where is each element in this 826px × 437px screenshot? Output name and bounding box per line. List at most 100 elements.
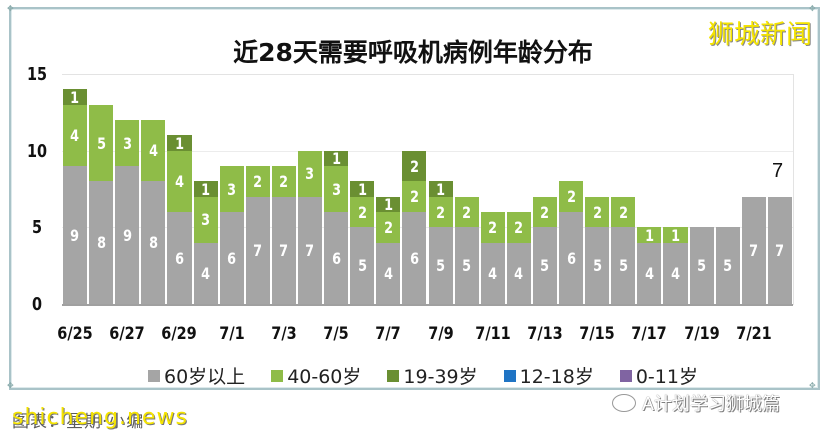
data-label: 5 (436, 256, 445, 276)
x-tick-label: 7/3 (271, 324, 297, 344)
bar-segment: 6 (219, 212, 244, 304)
data-label: 2 (383, 217, 393, 237)
legend-swatch-icon (503, 369, 516, 382)
bar-segment: 5 (89, 104, 114, 182)
gridline-10 (62, 151, 793, 152)
x-tick-label: 7/15 (579, 324, 615, 344)
data-label: 4 (644, 263, 654, 283)
bar-segment: 9 (115, 166, 140, 304)
resize-handle-top-left[interactable]: ✥ (7, 4, 14, 13)
bar-segment: 5 (454, 227, 479, 304)
wechat-icon (612, 394, 636, 412)
site-watermark: 图表：星期·小编 shicheng.news (12, 405, 188, 432)
data-label: 1 (201, 179, 211, 199)
legend-item: 0-11岁 (619, 362, 698, 389)
bar-segment: 3 (193, 196, 218, 243)
bar-segment: 1 (637, 225, 662, 245)
legend-swatch-icon (148, 369, 160, 382)
data-label: 9 (122, 225, 132, 245)
chart-legend: 60岁以上 40-60岁 19-39岁 12-18岁 0-11岁 (148, 362, 698, 389)
x-tick-label: 7/7 (375, 324, 402, 344)
data-label: 2 (409, 156, 419, 176)
bar-segment: 3 (297, 150, 323, 197)
bar-segment: 5 (689, 227, 714, 304)
bar-7-7: 4 2 1 (376, 194, 401, 304)
bar-segment: 7 (245, 196, 270, 304)
data-label: 1 (644, 225, 654, 245)
resize-handle-top-right[interactable]: ✥ (809, 4, 816, 13)
bar-segment: 8 (141, 181, 166, 304)
bar-segment: 6 (402, 212, 427, 304)
brand-watermark: 狮城新闻 (707, 20, 812, 50)
data-label: 2 (488, 217, 498, 237)
bar-segment: 1 (167, 133, 192, 153)
y-tick-5: 5 (31, 217, 43, 238)
data-label: 6 (175, 248, 184, 268)
legend-item: 12-18岁 (503, 362, 594, 389)
data-label: 1 (70, 87, 80, 107)
bar-segment: 4 (193, 242, 218, 304)
chart-title: 近28天需要呼吸机病例年龄分布 (233, 38, 593, 67)
plot-area (62, 74, 794, 305)
data-label: 1 (383, 194, 393, 214)
data-label: 2 (592, 202, 602, 222)
legend-swatch-icon (619, 369, 632, 382)
bar-segment: 7 (297, 196, 323, 304)
data-label: 6 (566, 248, 576, 268)
data-label: 1 (175, 133, 184, 153)
bar-segment: 7 (741, 196, 766, 304)
bar-segment: 2 (402, 181, 427, 212)
bar-segment: 4 (63, 104, 88, 166)
x-tick-label: 7/9 (427, 324, 454, 344)
data-label: 8 (148, 233, 158, 253)
bar-segment: 1 (350, 180, 375, 199)
resize-handle-bottom-right[interactable]: ✥ (809, 381, 816, 390)
bar-segment: 1 (428, 180, 453, 199)
legend-label: 0-11岁 (635, 366, 698, 388)
resize-handle-bottom-left[interactable]: ✥ (7, 381, 14, 390)
bar-segment: 1 (324, 148, 349, 168)
data-label: 4 (70, 125, 80, 145)
bar-7-20: 5 (715, 227, 740, 304)
x-tick-label: 7/13 (527, 324, 563, 344)
bar-segment: 2 (585, 196, 610, 228)
bar-segment: 4 (141, 120, 166, 182)
data-label: 4 (201, 263, 211, 283)
bar-6-25: 9 4 1 (63, 87, 88, 304)
data-label: 3 (201, 210, 211, 230)
bar-segment: 5 (350, 227, 375, 304)
bar-segment: 4 (376, 242, 401, 304)
legend-item: 60岁以上 (148, 362, 245, 389)
data-label: 5 (540, 256, 550, 276)
data-label: 8 (96, 233, 106, 253)
data-label: 5 (592, 256, 602, 276)
bar-segment: 3 (115, 120, 140, 166)
data-label: 7 (749, 240, 759, 260)
bar-7-8: 6 2 2 (402, 150, 427, 304)
data-label: 9 (70, 225, 80, 245)
data-label: 7 (279, 240, 289, 260)
x-tick-label: 7/21 (736, 324, 772, 344)
bar-segment: 2 (454, 196, 479, 228)
data-label: 2 (409, 187, 419, 207)
x-tick-label: 7/5 (323, 324, 349, 344)
bar-segment: 6 (324, 212, 349, 304)
bar-segment: 5 (715, 227, 740, 304)
data-label: 2 (253, 171, 263, 191)
data-label: 1 (671, 225, 680, 245)
data-label: 7 (305, 240, 315, 260)
x-tick-label: 7/1 (218, 324, 245, 344)
data-label: 6 (409, 248, 419, 268)
y-tick-15: 15 (26, 64, 48, 85)
bar-7-22: 7 (767, 196, 792, 304)
account-name: A计划学习狮城篇 (642, 394, 781, 414)
bar-segment: 5 (532, 227, 558, 304)
footer-caption: 图表：星期·小编 (12, 412, 145, 432)
bar-segment: 2 (271, 166, 296, 197)
data-label: 1 (331, 148, 341, 168)
data-label: 5 (357, 256, 367, 276)
data-label: 2 (357, 202, 367, 222)
bar-segment: 4 (480, 242, 505, 304)
